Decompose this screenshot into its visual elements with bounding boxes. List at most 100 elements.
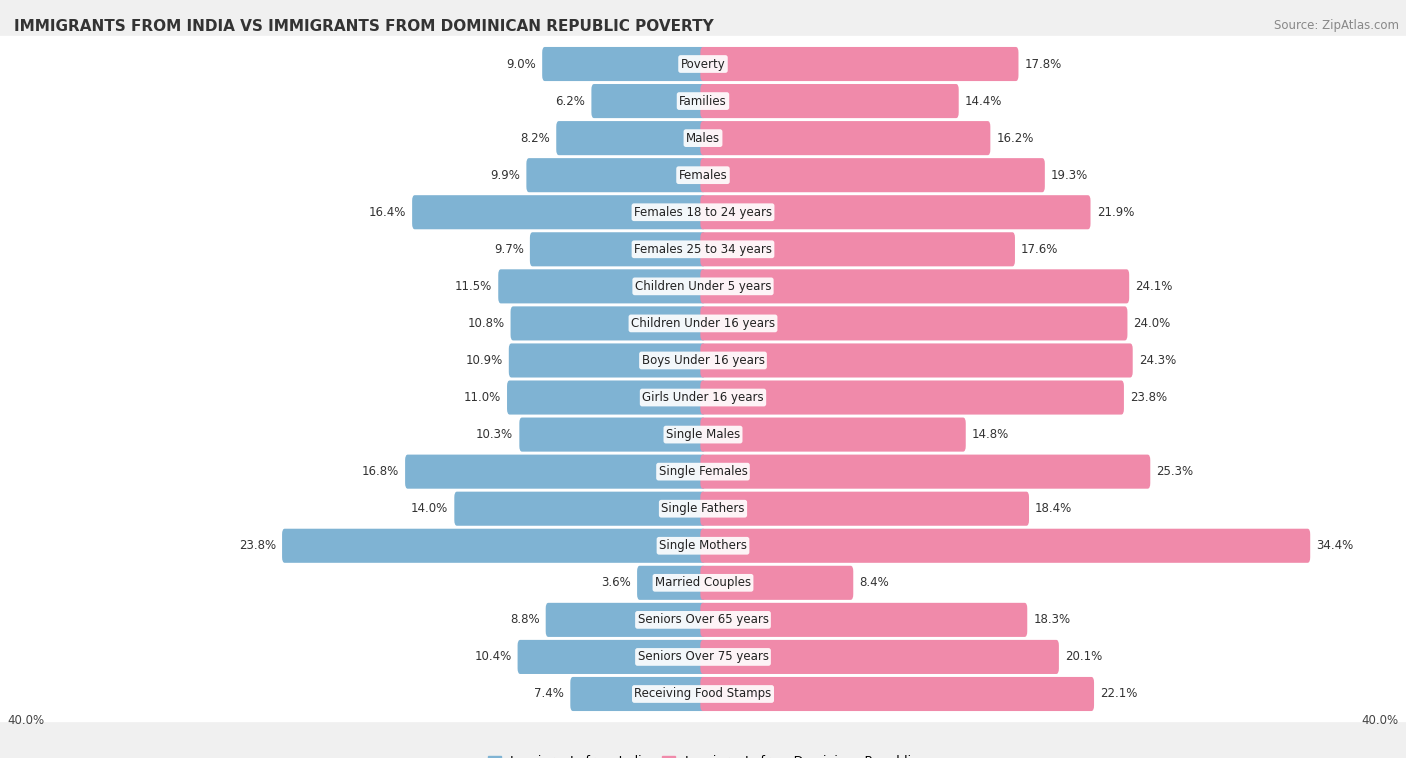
Text: 11.5%: 11.5% (456, 280, 492, 293)
Text: 18.3%: 18.3% (1033, 613, 1070, 626)
FancyBboxPatch shape (546, 603, 706, 637)
Text: 8.8%: 8.8% (510, 613, 540, 626)
Text: 17.8%: 17.8% (1025, 58, 1062, 70)
FancyBboxPatch shape (412, 196, 706, 229)
Text: 3.6%: 3.6% (602, 576, 631, 589)
Text: Children Under 16 years: Children Under 16 years (631, 317, 775, 330)
Text: 9.7%: 9.7% (494, 243, 524, 255)
FancyBboxPatch shape (700, 196, 1091, 229)
FancyBboxPatch shape (700, 529, 1310, 562)
FancyBboxPatch shape (700, 84, 959, 118)
FancyBboxPatch shape (498, 269, 706, 303)
FancyBboxPatch shape (700, 565, 853, 600)
FancyBboxPatch shape (530, 232, 706, 266)
Text: Children Under 5 years: Children Under 5 years (634, 280, 772, 293)
Text: Source: ZipAtlas.com: Source: ZipAtlas.com (1274, 19, 1399, 32)
Text: 8.4%: 8.4% (859, 576, 889, 589)
FancyBboxPatch shape (405, 455, 706, 489)
FancyBboxPatch shape (700, 343, 1133, 377)
FancyBboxPatch shape (0, 481, 1406, 537)
Text: 7.4%: 7.4% (534, 688, 564, 700)
FancyBboxPatch shape (0, 369, 1406, 426)
FancyBboxPatch shape (700, 640, 1059, 674)
Text: Seniors Over 75 years: Seniors Over 75 years (637, 650, 769, 663)
Legend: Immigrants from India, Immigrants from Dominican Republic: Immigrants from India, Immigrants from D… (484, 750, 922, 758)
Text: 17.6%: 17.6% (1021, 243, 1059, 255)
FancyBboxPatch shape (0, 110, 1406, 166)
Text: 16.8%: 16.8% (361, 465, 399, 478)
Text: IMMIGRANTS FROM INDIA VS IMMIGRANTS FROM DOMINICAN REPUBLIC POVERTY: IMMIGRANTS FROM INDIA VS IMMIGRANTS FROM… (14, 19, 714, 34)
FancyBboxPatch shape (700, 232, 1015, 266)
FancyBboxPatch shape (571, 677, 706, 711)
FancyBboxPatch shape (0, 258, 1406, 315)
Text: 9.9%: 9.9% (491, 169, 520, 182)
FancyBboxPatch shape (0, 296, 1406, 352)
Text: 14.0%: 14.0% (411, 503, 449, 515)
FancyBboxPatch shape (0, 443, 1406, 500)
FancyBboxPatch shape (0, 406, 1406, 462)
FancyBboxPatch shape (700, 381, 1123, 415)
Text: Single Females: Single Females (658, 465, 748, 478)
FancyBboxPatch shape (0, 518, 1406, 574)
Text: Girls Under 16 years: Girls Under 16 years (643, 391, 763, 404)
Text: 18.4%: 18.4% (1035, 503, 1073, 515)
Text: 34.4%: 34.4% (1316, 539, 1354, 553)
Text: Single Mothers: Single Mothers (659, 539, 747, 553)
FancyBboxPatch shape (519, 418, 706, 452)
Text: 24.1%: 24.1% (1136, 280, 1173, 293)
Text: Single Fathers: Single Fathers (661, 503, 745, 515)
FancyBboxPatch shape (0, 592, 1406, 648)
FancyBboxPatch shape (517, 640, 706, 674)
FancyBboxPatch shape (526, 158, 706, 193)
FancyBboxPatch shape (509, 343, 706, 377)
FancyBboxPatch shape (0, 555, 1406, 611)
Text: 10.4%: 10.4% (474, 650, 512, 663)
Text: 24.3%: 24.3% (1139, 354, 1175, 367)
Text: 11.0%: 11.0% (464, 391, 501, 404)
FancyBboxPatch shape (700, 603, 1028, 637)
FancyBboxPatch shape (510, 306, 706, 340)
FancyBboxPatch shape (592, 84, 706, 118)
FancyBboxPatch shape (0, 666, 1406, 722)
Text: Seniors Over 65 years: Seniors Over 65 years (637, 613, 769, 626)
FancyBboxPatch shape (0, 36, 1406, 92)
FancyBboxPatch shape (700, 269, 1129, 303)
FancyBboxPatch shape (0, 184, 1406, 240)
Text: 19.3%: 19.3% (1052, 169, 1088, 182)
FancyBboxPatch shape (0, 629, 1406, 685)
FancyBboxPatch shape (637, 565, 706, 600)
Text: Females 25 to 34 years: Females 25 to 34 years (634, 243, 772, 255)
FancyBboxPatch shape (700, 677, 1094, 711)
FancyBboxPatch shape (700, 306, 1128, 340)
FancyBboxPatch shape (0, 73, 1406, 129)
Text: 22.1%: 22.1% (1099, 688, 1137, 700)
Text: 6.2%: 6.2% (555, 95, 585, 108)
Text: Males: Males (686, 132, 720, 145)
FancyBboxPatch shape (454, 492, 706, 526)
FancyBboxPatch shape (543, 47, 706, 81)
Text: 14.4%: 14.4% (965, 95, 1002, 108)
Text: 16.4%: 16.4% (368, 205, 406, 219)
FancyBboxPatch shape (700, 418, 966, 452)
FancyBboxPatch shape (0, 221, 1406, 277)
FancyBboxPatch shape (557, 121, 706, 155)
Text: Families: Families (679, 95, 727, 108)
Text: 24.0%: 24.0% (1133, 317, 1171, 330)
Text: 16.2%: 16.2% (997, 132, 1033, 145)
Text: 14.8%: 14.8% (972, 428, 1010, 441)
Text: Married Couples: Married Couples (655, 576, 751, 589)
Text: 21.9%: 21.9% (1097, 205, 1135, 219)
FancyBboxPatch shape (700, 492, 1029, 526)
Text: 23.8%: 23.8% (1130, 391, 1167, 404)
FancyBboxPatch shape (700, 121, 990, 155)
Text: 10.8%: 10.8% (467, 317, 505, 330)
FancyBboxPatch shape (283, 529, 706, 562)
Text: 20.1%: 20.1% (1066, 650, 1102, 663)
FancyBboxPatch shape (0, 332, 1406, 389)
Text: Single Males: Single Males (666, 428, 740, 441)
FancyBboxPatch shape (700, 158, 1045, 193)
Text: 25.3%: 25.3% (1156, 465, 1194, 478)
Text: Boys Under 16 years: Boys Under 16 years (641, 354, 765, 367)
Text: Receiving Food Stamps: Receiving Food Stamps (634, 688, 772, 700)
Text: Females 18 to 24 years: Females 18 to 24 years (634, 205, 772, 219)
